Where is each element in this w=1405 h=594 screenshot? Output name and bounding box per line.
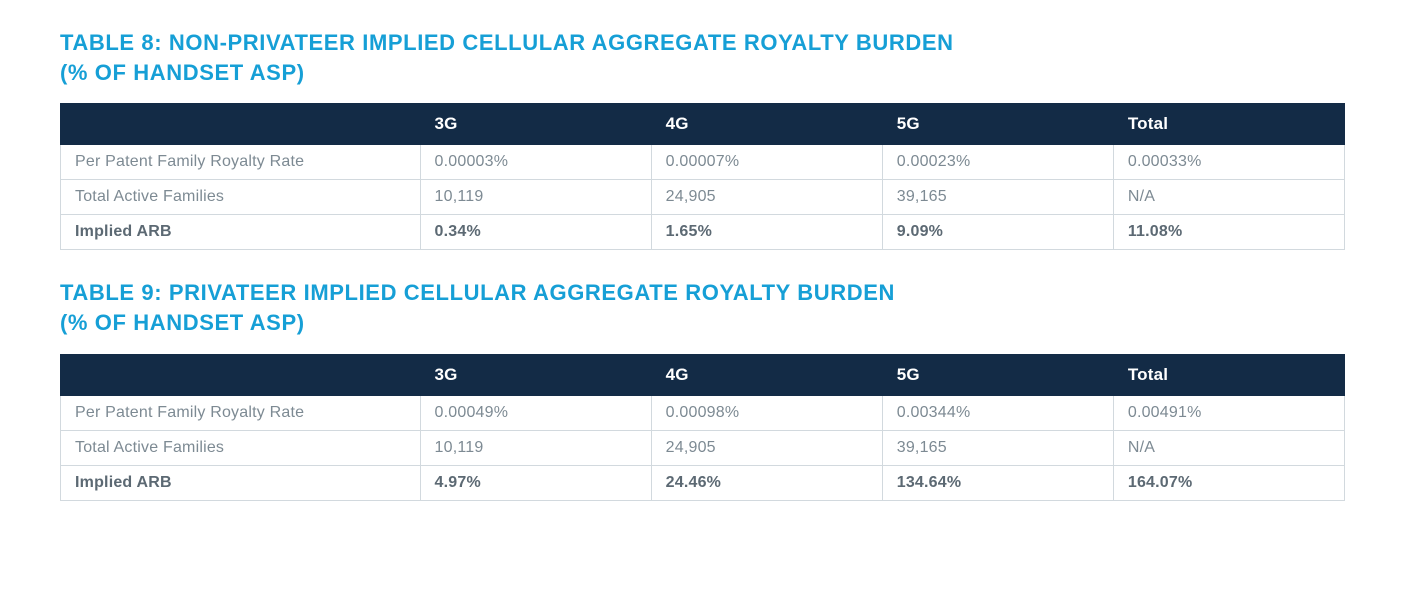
table8-header-row: 3G 4G 5G Total	[61, 104, 1345, 145]
table9-col0	[61, 354, 421, 395]
cell: 134.64%	[882, 465, 1113, 500]
table9-col1: 3G	[420, 354, 651, 395]
table8-title-line1: TABLE 8: NON-PRIVATEER IMPLIED CELLULAR …	[60, 30, 954, 55]
table9: 3G 4G 5G Total Per Patent Family Royalty…	[60, 354, 1345, 501]
cell: N/A	[1113, 180, 1344, 215]
table9-title-line2: (% OF HANDSET ASP)	[60, 308, 1345, 338]
table9-title: TABLE 9: PRIVATEER IMPLIED CELLULAR AGGR…	[60, 278, 1345, 337]
cell: 10,119	[420, 430, 651, 465]
cell: 0.00049%	[420, 395, 651, 430]
table9-title-line1: TABLE 9: PRIVATEER IMPLIED CELLULAR AGGR…	[60, 280, 895, 305]
table8-col1: 3G	[420, 104, 651, 145]
cell: 39,165	[882, 180, 1113, 215]
row-label: Total Active Families	[61, 430, 421, 465]
row-label: Per Patent Family Royalty Rate	[61, 145, 421, 180]
table9-col2: 4G	[651, 354, 882, 395]
table-row: Implied ARB 4.97% 24.46% 134.64% 164.07%	[61, 465, 1345, 500]
cell: 9.09%	[882, 215, 1113, 250]
table-row: Per Patent Family Royalty Rate 0.00049% …	[61, 395, 1345, 430]
table-row: Total Active Families 10,119 24,905 39,1…	[61, 430, 1345, 465]
cell: 0.00491%	[1113, 395, 1344, 430]
cell: 1.65%	[651, 215, 882, 250]
cell: 0.00023%	[882, 145, 1113, 180]
cell: 164.07%	[1113, 465, 1344, 500]
table8-col0	[61, 104, 421, 145]
table8-col2: 4G	[651, 104, 882, 145]
cell: 0.00003%	[420, 145, 651, 180]
cell: 24.46%	[651, 465, 882, 500]
cell: 39,165	[882, 430, 1113, 465]
table9-col3: 5G	[882, 354, 1113, 395]
cell: 0.00033%	[1113, 145, 1344, 180]
table9-col4: Total	[1113, 354, 1344, 395]
cell: 10,119	[420, 180, 651, 215]
cell: 0.34%	[420, 215, 651, 250]
table8: 3G 4G 5G Total Per Patent Family Royalty…	[60, 103, 1345, 250]
cell: 24,905	[651, 430, 882, 465]
cell: 0.00007%	[651, 145, 882, 180]
cell: 4.97%	[420, 465, 651, 500]
row-label: Per Patent Family Royalty Rate	[61, 395, 421, 430]
cell: 24,905	[651, 180, 882, 215]
table-row: Total Active Families 10,119 24,905 39,1…	[61, 180, 1345, 215]
table-row: Implied ARB 0.34% 1.65% 9.09% 11.08%	[61, 215, 1345, 250]
table8-col4: Total	[1113, 104, 1344, 145]
table-row: Per Patent Family Royalty Rate 0.00003% …	[61, 145, 1345, 180]
cell: 0.00344%	[882, 395, 1113, 430]
row-label: Implied ARB	[61, 465, 421, 500]
cell: 0.00098%	[651, 395, 882, 430]
table8-title: TABLE 8: NON-PRIVATEER IMPLIED CELLULAR …	[60, 28, 1345, 87]
row-label: Implied ARB	[61, 215, 421, 250]
cell: N/A	[1113, 430, 1344, 465]
cell: 11.08%	[1113, 215, 1344, 250]
table9-header-row: 3G 4G 5G Total	[61, 354, 1345, 395]
row-label: Total Active Families	[61, 180, 421, 215]
table8-title-line2: (% OF HANDSET ASP)	[60, 58, 1345, 88]
table8-col3: 5G	[882, 104, 1113, 145]
